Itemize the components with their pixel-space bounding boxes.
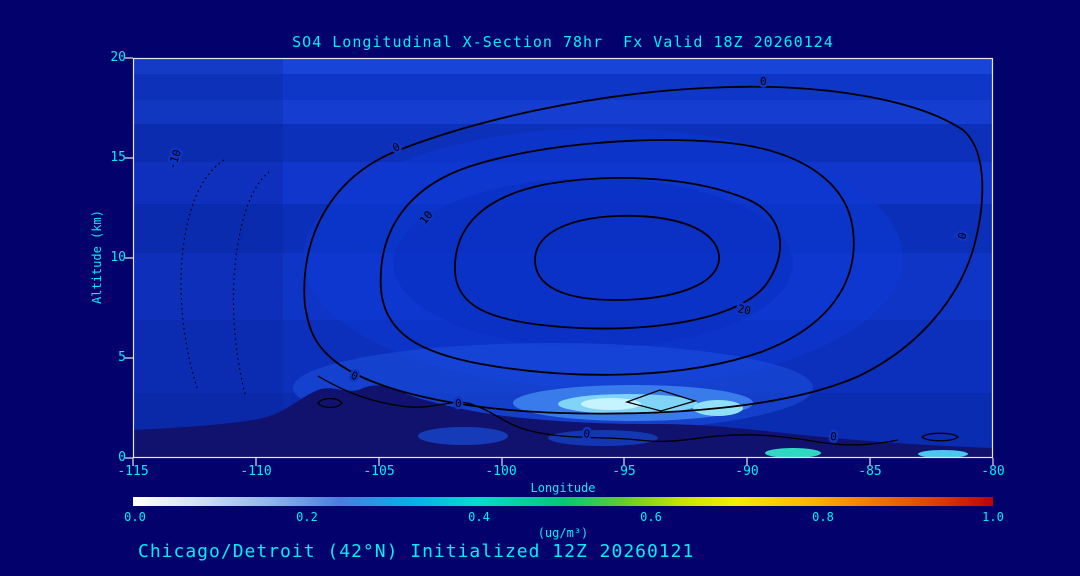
contour-zero-surface	[317, 375, 899, 446]
y-tick-label: 10	[110, 250, 126, 265]
colorbar-tick-label: 0.6	[640, 510, 662, 524]
contour-small-lens-right	[920, 432, 960, 442]
y-tick-label: 20	[110, 50, 126, 65]
y-tick-label: 5	[118, 350, 126, 365]
contour-label: 0	[830, 430, 838, 443]
y-tick-marks	[125, 57, 133, 459]
contour-small-diamond	[624, 389, 698, 412]
colorbar	[133, 497, 993, 506]
contour-lines	[180, 85, 984, 446]
colorbar-tick-label: 1.0	[982, 510, 1004, 524]
colorbar-tick-label: 0.8	[812, 510, 834, 524]
x-tick-label: -105	[363, 464, 395, 479]
filled-contour-field	[133, 58, 993, 458]
contour-label: 0	[455, 397, 462, 410]
x-tick-label: -80	[981, 464, 1005, 479]
x-tick-label: -85	[858, 464, 882, 479]
colorbar-tick-label: 0.0	[124, 510, 146, 524]
x-tick-label: -100	[485, 464, 517, 479]
terrain-mask	[133, 385, 993, 458]
x-tick-label: -110	[240, 464, 272, 479]
x-tick-label: -90	[735, 464, 759, 479]
contour-plus10	[379, 139, 855, 376]
contour-inner-core	[534, 214, 720, 301]
plot-title: SO4 Longitudinal X-Section 78hr Fx Valid…	[292, 33, 834, 51]
contour-negative-dotted	[180, 157, 270, 395]
footer-initialization-label: Chicago/Detroit (42°N) Initialized 12Z 2…	[138, 541, 695, 562]
contour-plus20	[454, 177, 781, 330]
y-tick-label: 15	[110, 150, 126, 165]
x-tick-label: -115	[117, 464, 149, 479]
colorbar-units-label: (ug/m³)	[537, 526, 589, 540]
colorbar-tick-label: 0.2	[296, 510, 318, 524]
x-tick-marks	[132, 458, 994, 466]
colorbar-tick-label: 0.4	[468, 510, 490, 524]
contour-zero-outer	[303, 85, 984, 415]
contour-label: 0	[760, 75, 767, 88]
contour-small-lens-left	[317, 397, 343, 409]
contour-plot: -10 0 0 10 20 0 0 0 0 0	[125, 57, 994, 466]
x-tick-label: -95	[612, 464, 636, 479]
y-tick-label: 0	[118, 450, 126, 465]
x-axis-label: Longitude	[530, 481, 596, 495]
axes-frame	[125, 57, 994, 466]
contour-label: 20	[736, 302, 752, 317]
